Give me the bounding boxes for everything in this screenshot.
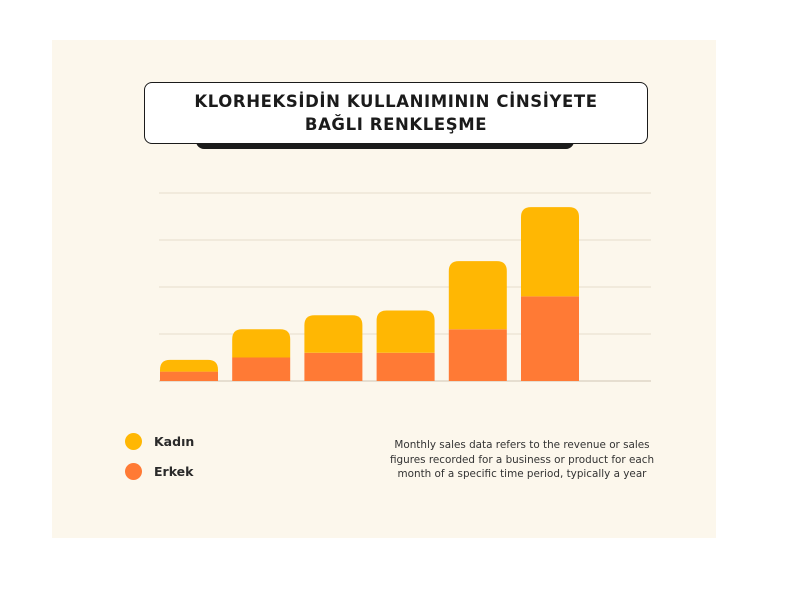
bar-erkek-2 xyxy=(232,357,291,381)
bar-erkek-5 xyxy=(448,329,507,381)
legend-item-erkek: Erkek xyxy=(125,463,193,480)
legend-swatch-kadin xyxy=(125,433,142,450)
chart-note: Monthly sales data refers to the revenue… xyxy=(389,439,655,480)
bar-erkek-4 xyxy=(376,352,435,381)
legend-label-erkek: Erkek xyxy=(154,464,194,479)
bar-kadn-1 xyxy=(160,359,218,372)
bars xyxy=(160,207,579,381)
bar-kadn-4 xyxy=(376,310,435,353)
bar-erkek-1 xyxy=(160,371,218,381)
title-box: KLORHEKSİDİN KULLANIMININ CİNSİYETE BAĞL… xyxy=(144,82,648,144)
legend-label-kadin: Kadın xyxy=(154,434,195,449)
bar-kadn-6 xyxy=(521,207,579,297)
legend-item-kadin: Kadın xyxy=(125,433,194,450)
bar-kadn-5 xyxy=(448,261,507,330)
legend-swatch-erkek xyxy=(125,463,142,480)
bar-kadn-2 xyxy=(232,329,291,358)
bar-erkek-3 xyxy=(304,352,363,381)
bar-erkek-6 xyxy=(521,296,579,381)
bar-kadn-3 xyxy=(304,315,363,353)
chart-title: KLORHEKSİDİN KULLANIMININ CİNSİYETE BAĞL… xyxy=(194,92,598,134)
